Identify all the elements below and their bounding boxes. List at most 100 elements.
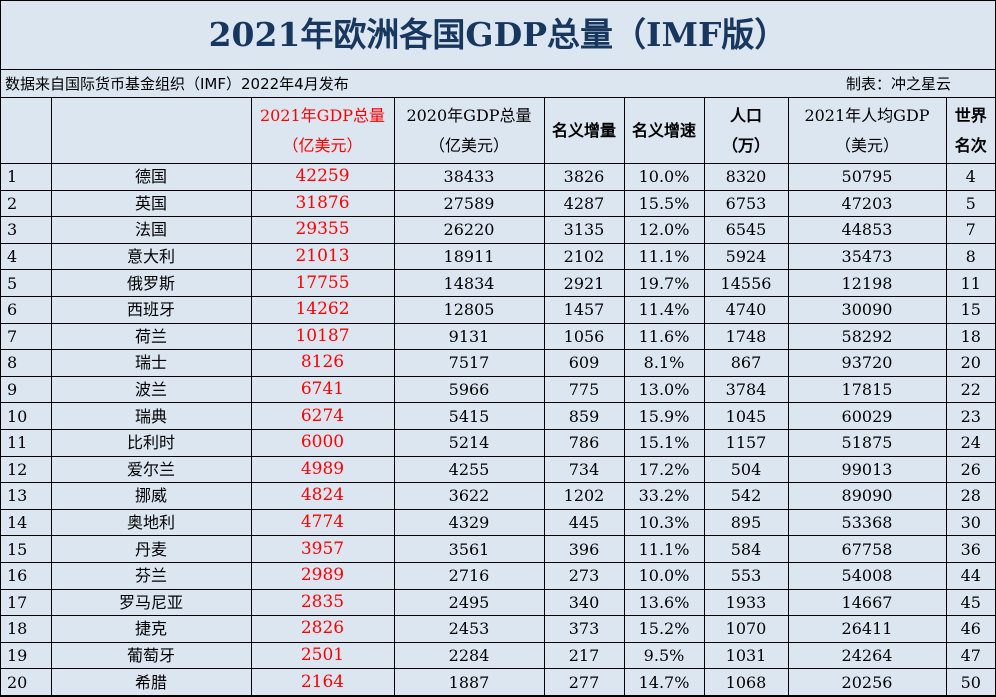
rank-cell: 20 — [1, 668, 52, 696]
country-cell: 德国 — [50, 163, 252, 191]
population-cell: 553 — [703, 561, 789, 590]
gdp2021-cell: 6000 — [250, 428, 395, 457]
rank-cell: 1 — [1, 163, 52, 191]
rank-cell: 4 — [1, 242, 52, 271]
increase-cell: 1457 — [543, 295, 625, 324]
country-cell: 西班牙 — [50, 295, 252, 324]
per-capita-cell: 35473 — [787, 242, 947, 271]
gdp2021-cell: 17755 — [250, 269, 395, 297]
header-gdp2021: 2021年GDP总量 （亿美元） — [250, 98, 395, 164]
population-cell: 5924 — [703, 242, 789, 271]
per-capita-cell: 12198 — [787, 269, 947, 297]
gdp2020-cell: 4255 — [393, 455, 545, 484]
increase-cell: 1056 — [543, 322, 625, 351]
header-rank — [1, 98, 52, 164]
world-rank-cell: 47 — [945, 641, 995, 670]
gdp2021-cell: 6741 — [250, 375, 395, 404]
growth-cell: 15.1% — [623, 428, 705, 457]
gdp2020-cell: 2495 — [393, 588, 545, 617]
population-cell: 895 — [703, 508, 789, 537]
table-row: 12 爱尔兰 4989 4255 734 17.2% 504 99013 26 — [1, 455, 995, 484]
source-note: 数据来自国际货币基金组织（IMF）2022年4月发布 — [5, 75, 349, 93]
gdp2020-cell: 1887 — [393, 668, 545, 696]
growth-cell: 15.9% — [623, 402, 705, 430]
increase-cell: 786 — [543, 428, 625, 457]
gdp2020-cell: 3561 — [393, 535, 545, 563]
country-cell: 葡萄牙 — [50, 641, 252, 670]
table-body: 1 德国 42259 38433 3826 10.0% 8320 50795 4 2 英国 31876… — [1, 163, 995, 696]
subtitle-row: 数据来自国际货币基金组织（IMF）2022年4月发布 制表：冲之星云 — [1, 70, 995, 98]
table-row: 14 奥地利 4774 4329 445 10.3% 895 53368 30 — [1, 508, 995, 537]
per-capita-cell: 54008 — [787, 561, 947, 590]
world-rank-cell: 18 — [945, 322, 995, 351]
country-cell: 芬兰 — [50, 561, 252, 590]
country-cell: 希腊 — [50, 668, 252, 696]
header-country — [50, 98, 252, 164]
country-cell: 波兰 — [50, 375, 252, 404]
per-capita-cell: 30090 — [787, 295, 947, 324]
gdp2021-cell: 14262 — [250, 295, 395, 324]
table-row: 3 法国 29355 26220 3135 12.0% 6545 44853 7 — [1, 216, 995, 244]
population-cell: 1070 — [703, 615, 789, 643]
rank-cell: 19 — [1, 641, 52, 670]
growth-cell: 10.0% — [623, 163, 705, 191]
increase-cell: 3826 — [543, 163, 625, 191]
table-row: 2 英国 31876 27589 4287 15.5% 6753 47203 5 — [1, 189, 995, 218]
table-row: 16 芬兰 2989 2716 273 10.0% 553 54008 44 — [1, 561, 995, 590]
table-row: 9 波兰 6741 5966 775 13.0% 3784 17815 22 — [1, 375, 995, 404]
table-row: 6 西班牙 14262 12805 1457 11.4% 4740 30090 15 — [1, 295, 995, 324]
table-row: 18 捷克 2826 2453 373 15.2% 1070 26411 46 — [1, 615, 995, 643]
gdp2020-cell: 2284 — [393, 641, 545, 670]
population-cell: 3784 — [703, 375, 789, 404]
population-cell: 1068 — [703, 668, 789, 696]
table-title: 2021年欧洲各国GDP总量（IMF版） — [1, 1, 995, 70]
population-cell: 1031 — [703, 641, 789, 670]
increase-cell: 859 — [543, 402, 625, 430]
country-cell: 俄罗斯 — [50, 269, 252, 297]
table-row: 15 丹麦 3957 3561 396 11.1% 584 67758 36 — [1, 535, 995, 563]
world-rank-cell: 22 — [945, 375, 995, 404]
gdp2021-cell: 4989 — [250, 455, 395, 484]
gdp2020-cell: 5966 — [393, 375, 545, 404]
growth-cell: 8.1% — [623, 349, 705, 377]
country-cell: 法国 — [50, 216, 252, 244]
rank-cell: 10 — [1, 402, 52, 430]
gdp2021-cell: 8126 — [250, 349, 395, 377]
per-capita-cell: 44853 — [787, 216, 947, 244]
header-nominal-growth: 名义增速 — [623, 98, 705, 164]
per-capita-cell: 14667 — [787, 588, 947, 617]
gdp2021-cell: 42259 — [250, 163, 395, 191]
table-row: 4 意大利 21013 18911 2102 11.1% 5924 35473 8 — [1, 242, 995, 271]
rank-cell: 5 — [1, 269, 52, 297]
population-cell: 1045 — [703, 402, 789, 430]
table-row: 11 比利时 6000 5214 786 15.1% 1157 51875 24 — [1, 428, 995, 457]
gdp2020-cell: 2716 — [393, 561, 545, 590]
rank-cell: 6 — [1, 295, 52, 324]
per-capita-cell: 89090 — [787, 482, 947, 510]
growth-cell: 14.7% — [623, 668, 705, 696]
country-cell: 爱尔兰 — [50, 455, 252, 484]
rank-cell: 9 — [1, 375, 52, 404]
population-cell: 8320 — [703, 163, 789, 191]
world-rank-cell: 23 — [945, 402, 995, 430]
world-rank-cell: 8 — [945, 242, 995, 271]
gdp2020-cell: 5214 — [393, 428, 545, 457]
gdp2021-cell: 31876 — [250, 189, 395, 218]
world-rank-cell: 4 — [945, 163, 995, 191]
growth-cell: 11.1% — [623, 242, 705, 271]
world-rank-cell: 45 — [945, 588, 995, 617]
header-population: 人口 （万） — [703, 98, 789, 164]
table-row: 8 瑞士 8126 7517 609 8.1% 867 93720 20 — [1, 349, 995, 377]
growth-cell: 11.6% — [623, 322, 705, 351]
per-capita-cell: 47203 — [787, 189, 947, 218]
world-rank-cell: 50 — [945, 668, 995, 696]
rank-cell: 7 — [1, 322, 52, 351]
increase-cell: 373 — [543, 615, 625, 643]
header-world-rank: 世界 名次 — [945, 98, 995, 164]
population-cell: 1933 — [703, 588, 789, 617]
table-row: 7 荷兰 10187 9131 1056 11.6% 1748 58292 18 — [1, 322, 995, 351]
population-cell: 6545 — [703, 216, 789, 244]
gdp2021-cell: 2164 — [250, 668, 395, 696]
country-cell: 罗马尼亚 — [50, 588, 252, 617]
country-cell: 荷兰 — [50, 322, 252, 351]
